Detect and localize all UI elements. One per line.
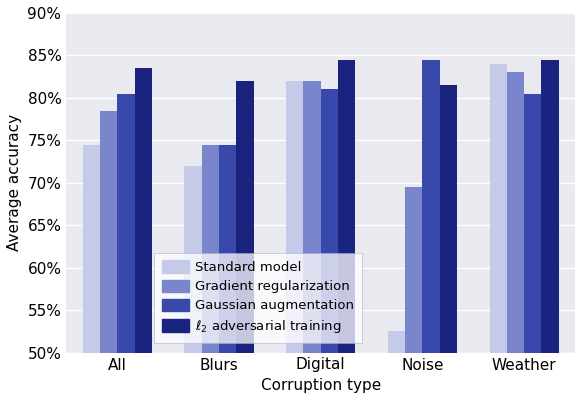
Bar: [541, 60, 559, 353]
Bar: [219, 144, 236, 353]
Bar: [83, 144, 100, 353]
Bar: [388, 332, 405, 353]
Bar: [134, 68, 152, 353]
Bar: [321, 89, 338, 353]
Bar: [100, 111, 117, 353]
Bar: [286, 81, 303, 353]
Bar: [507, 72, 524, 353]
Bar: [338, 60, 355, 353]
Bar: [184, 166, 202, 353]
Bar: [303, 81, 321, 353]
Bar: [405, 187, 423, 353]
Bar: [117, 94, 134, 353]
Bar: [202, 144, 219, 353]
Bar: [440, 85, 457, 353]
Bar: [423, 60, 440, 353]
Y-axis label: Average accuracy: Average accuracy: [7, 114, 22, 251]
X-axis label: Corruption type: Corruption type: [261, 378, 381, 393]
Bar: [236, 81, 254, 353]
Bar: [489, 64, 507, 353]
Legend: Standard model, Gradient regularization, Gaussian augmentation, $\ell_2$ adversa: Standard model, Gradient regularization,…: [154, 252, 362, 343]
Bar: [524, 94, 541, 353]
